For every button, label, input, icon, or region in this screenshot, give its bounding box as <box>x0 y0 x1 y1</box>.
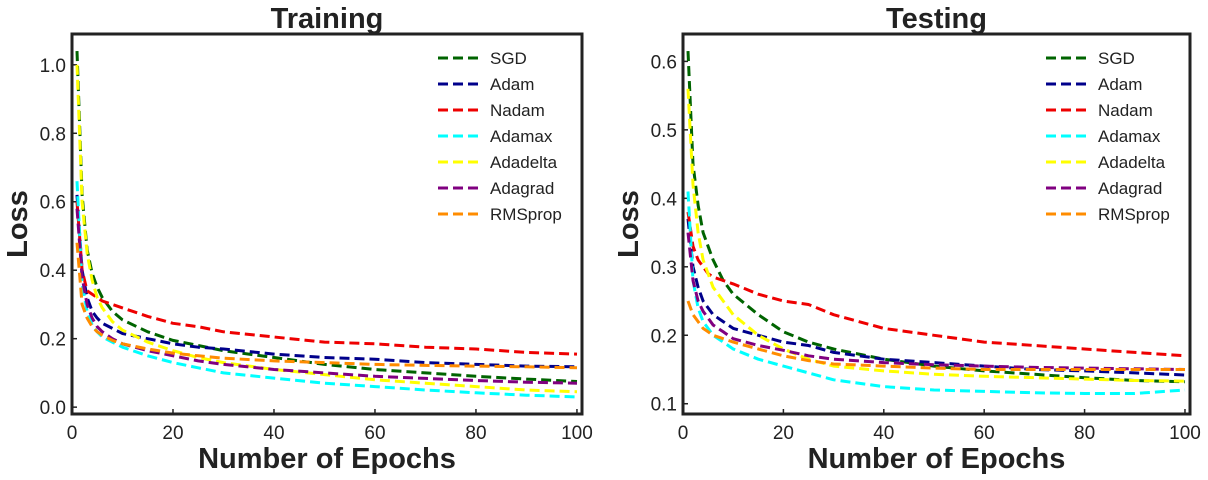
y-tick-label: 0.0 <box>40 398 66 419</box>
legend-label: SGD <box>490 49 527 68</box>
legend-label: Nadam <box>490 101 545 120</box>
x-tick-label: 100 <box>561 423 593 444</box>
series-line-rmsprop <box>686 300 1185 371</box>
series-line-nadam <box>686 211 1186 358</box>
y-tick-label: 0.1 <box>651 395 677 416</box>
legend: SGD Adam Nadam Adamax Adadelta Adagrad RMSprop <box>1046 49 1170 224</box>
legend-label: SGD <box>1098 49 1135 68</box>
chart-title: Testing <box>886 3 987 35</box>
x-tick-label: 80 <box>465 423 486 444</box>
legend-label: Adamax <box>1098 127 1161 146</box>
y-tick-label: 0.2 <box>651 326 677 347</box>
series-line-adamax <box>686 191 1186 395</box>
x-tick-label: 80 <box>1074 423 1095 444</box>
y-tick-label: 0.8 <box>40 124 66 145</box>
series-line-adagrad <box>686 232 1186 371</box>
legend-label: RMSprop <box>490 205 562 224</box>
plot-frame <box>681 32 1192 416</box>
y-tick-label: 1.0 <box>40 56 66 77</box>
legend-label: Adamax <box>490 127 553 146</box>
legend-label: Adagrad <box>1098 179 1162 198</box>
x-tick-label: 20 <box>162 423 183 444</box>
x-tick-label: 40 <box>873 423 894 444</box>
legend-label: RMSprop <box>1098 205 1170 224</box>
legend-label: Adadelta <box>490 153 558 172</box>
y-tick-label: 0.3 <box>651 258 677 279</box>
series-line-sgd <box>75 51 578 383</box>
y-tick-label: 0.4 <box>40 261 67 282</box>
y-axis-label: Loss <box>613 190 645 258</box>
series-line-sgd <box>686 51 1186 384</box>
y-tick-label: 0.4 <box>651 189 678 210</box>
x-axis-label: Number of Epochs <box>808 443 1066 475</box>
series-line-adadelta <box>75 64 578 394</box>
x-axis-label: Number of Epochs <box>198 443 456 475</box>
y-axis-label: Loss <box>2 190 34 258</box>
legend-label: Adam <box>490 75 534 94</box>
plot-frame <box>70 32 584 416</box>
series-line-adam <box>686 218 1186 377</box>
x-tick-label: 0 <box>678 423 689 444</box>
legend-label: Adadelta <box>1098 153 1166 172</box>
training-panel: Training Number of Epochs Loss 0 20 40 60 80 100… <box>2 3 593 475</box>
chart-title: Training <box>271 3 384 35</box>
legend-label: Adam <box>1098 75 1142 94</box>
legend-label: Adagrad <box>490 179 554 198</box>
y-tick-label: 0.6 <box>40 193 66 214</box>
y-tick-label: 0.5 <box>651 121 677 142</box>
series-line-rmsprop <box>75 242 578 370</box>
x-tick-label: 40 <box>263 423 284 444</box>
x-tick-label: 20 <box>773 423 794 444</box>
y-tick-label: 0.2 <box>40 330 66 351</box>
x-tick-label: 60 <box>364 423 385 444</box>
x-tick-label: 0 <box>67 423 78 444</box>
series-line-adagrad <box>75 208 578 385</box>
series-line-adadelta <box>686 88 1186 383</box>
y-tick-label: 0.6 <box>651 52 677 73</box>
series-line-nadam <box>75 201 578 356</box>
legend-label: Nadam <box>1098 101 1153 120</box>
x-tick-label: 60 <box>974 423 995 444</box>
testing-panel: Testing Number of Epochs Loss 0 20 40 60 80 100 0… <box>613 3 1201 475</box>
legend: SGD Adam Nadam Adamax Adadelta Adagrad RMSprop <box>438 49 562 224</box>
x-tick-label: 100 <box>1169 423 1201 444</box>
